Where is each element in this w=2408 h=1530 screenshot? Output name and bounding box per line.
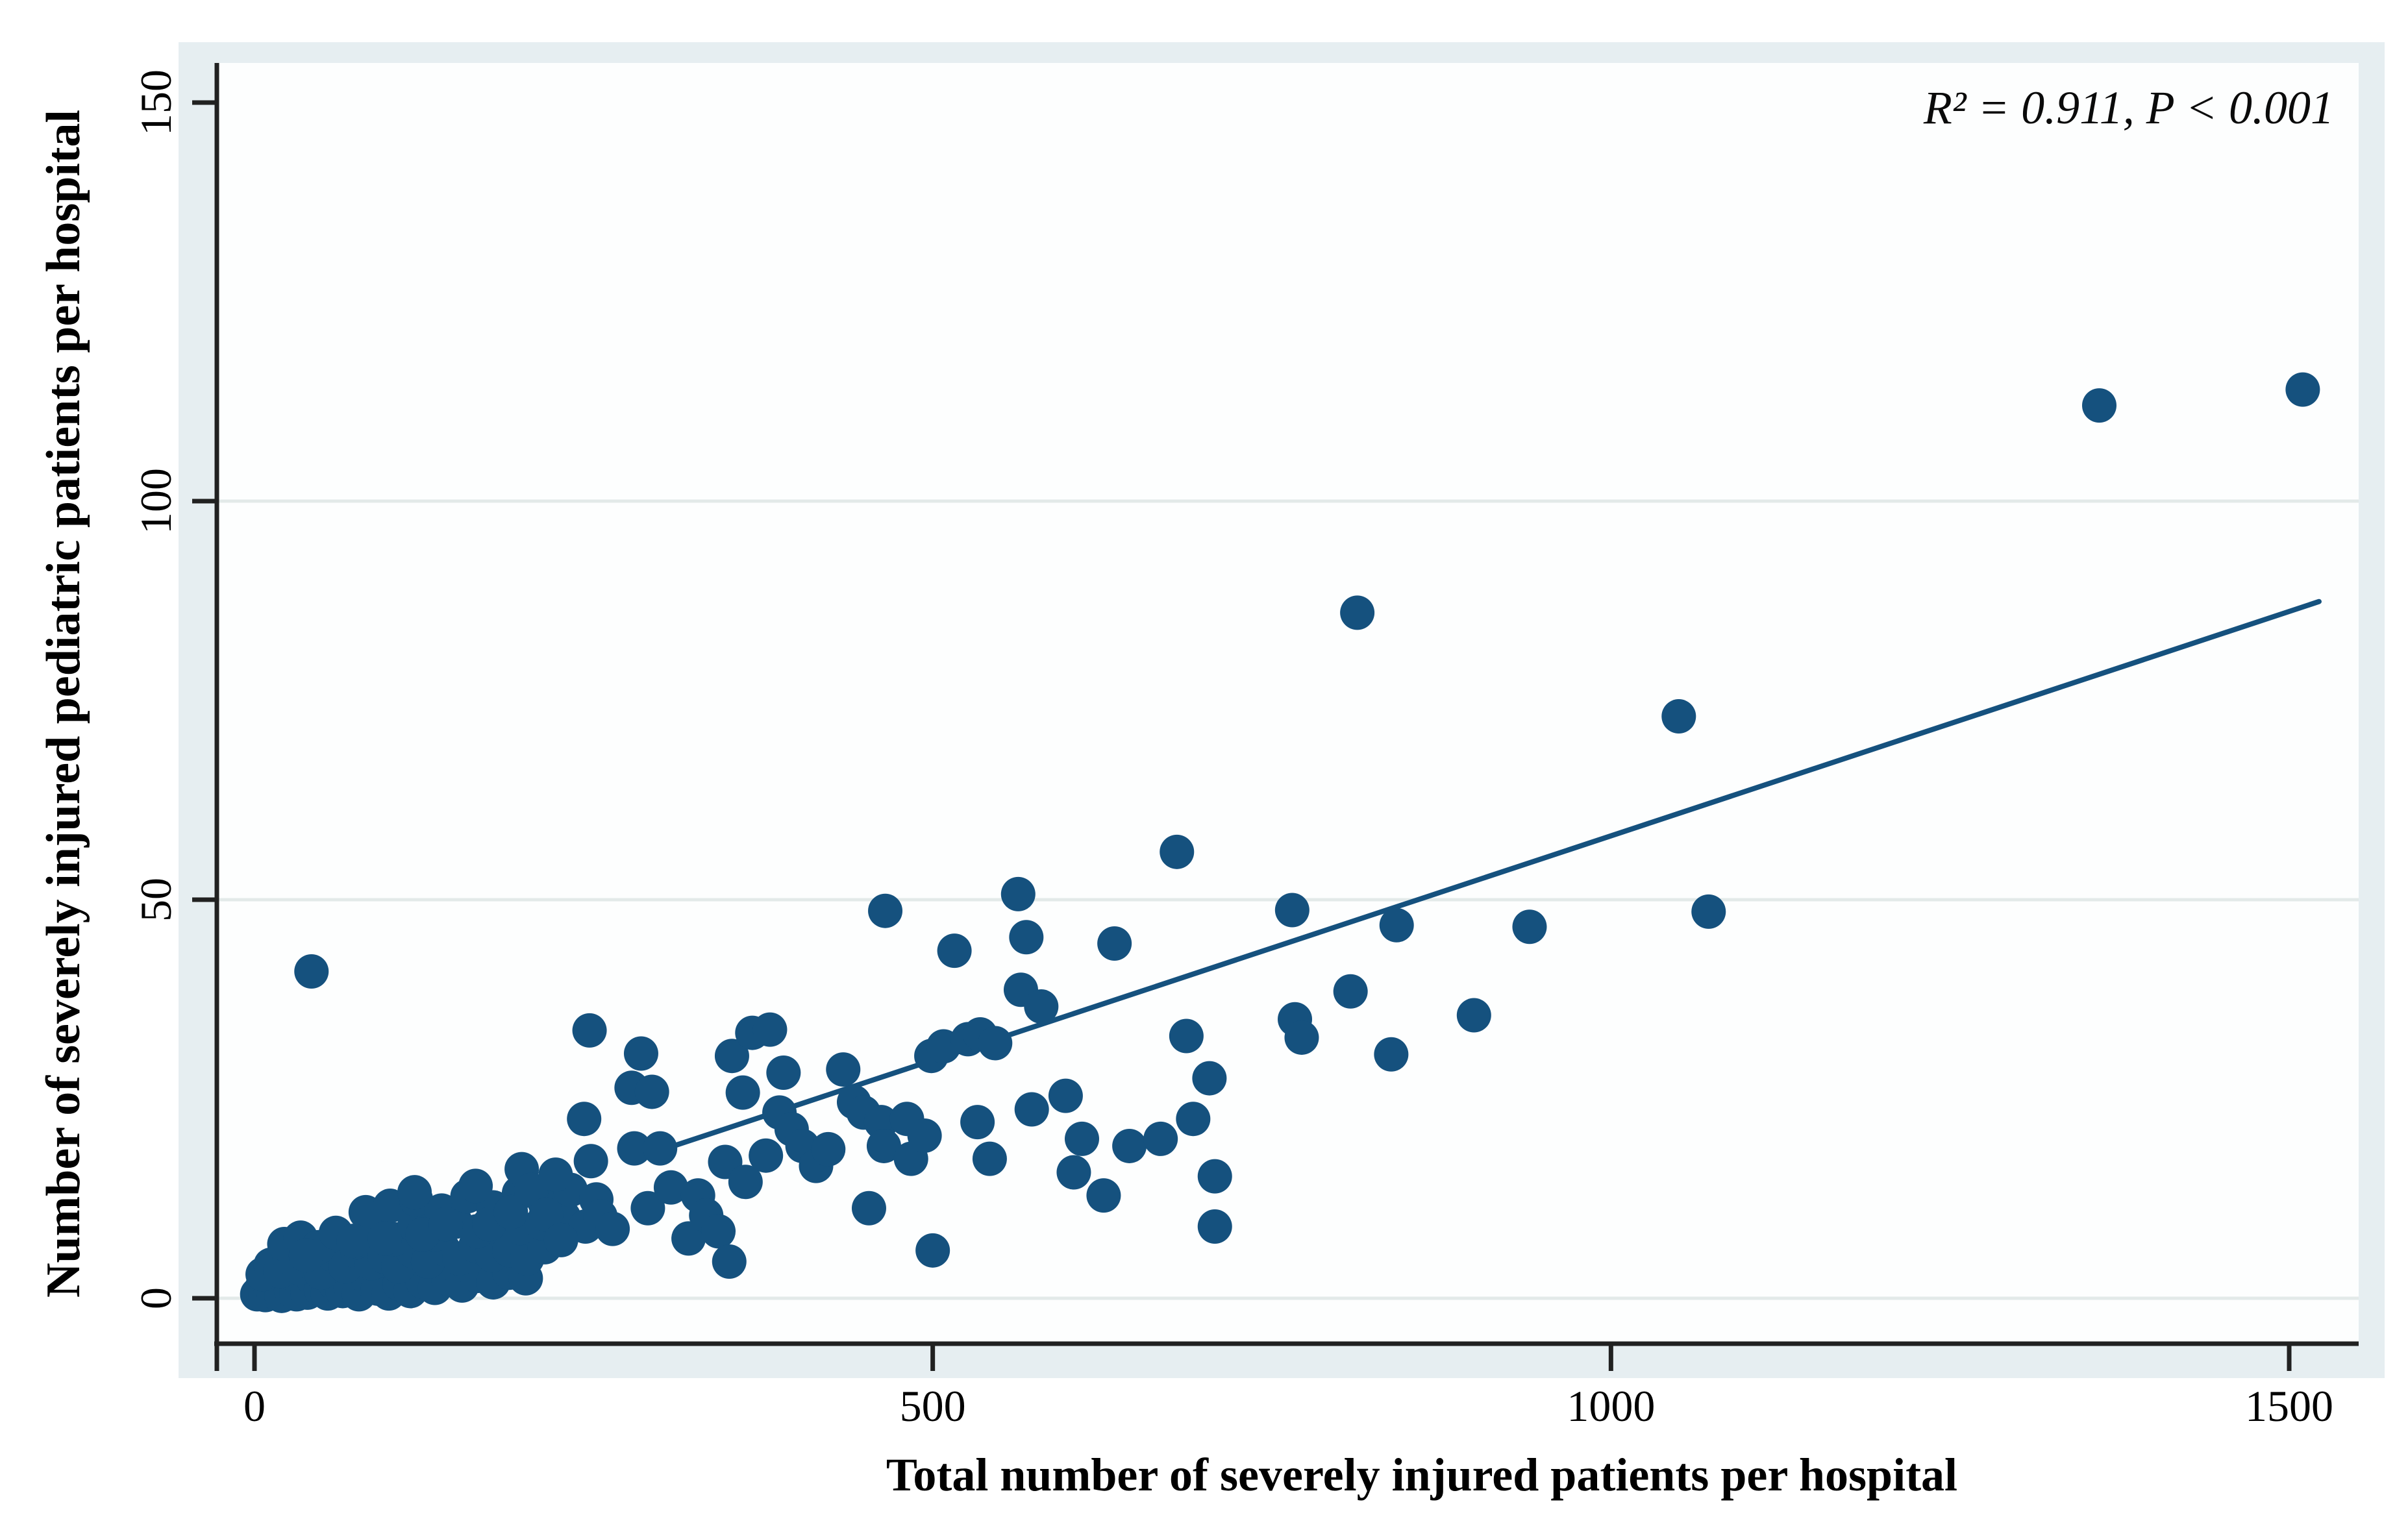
data-point	[2081, 388, 2116, 423]
data-point	[1000, 876, 1036, 911]
data-point	[1056, 1155, 1091, 1190]
data-point	[712, 1244, 747, 1279]
data-point	[915, 1233, 950, 1268]
data-point	[617, 1131, 652, 1166]
data-point	[573, 1144, 608, 1179]
data-point	[493, 1194, 528, 1229]
data-point	[572, 1013, 607, 1048]
data-point	[1176, 1102, 1211, 1137]
data-point	[1048, 1078, 1083, 1113]
data-point	[630, 1191, 665, 1226]
data-point	[1009, 920, 1044, 955]
data-point	[2285, 372, 2320, 407]
data-point	[1014, 1092, 1049, 1127]
data-point	[595, 1211, 630, 1246]
data-point	[752, 1012, 788, 1047]
data-point	[749, 1138, 784, 1173]
data-point	[428, 1207, 464, 1242]
data-point	[725, 1075, 760, 1110]
data-point	[1379, 907, 1414, 943]
data-point	[1197, 1159, 1232, 1194]
data-point	[960, 1105, 995, 1140]
data-point	[907, 1118, 942, 1153]
data-point	[1086, 1178, 1121, 1213]
data-point	[1456, 998, 1491, 1033]
data-point	[701, 1214, 736, 1249]
data-point	[634, 1074, 669, 1109]
data-point	[1274, 893, 1310, 928]
data-point	[543, 1222, 578, 1257]
data-point	[1374, 1037, 1409, 1072]
data-point	[1112, 1128, 1147, 1163]
data-point	[336, 1224, 371, 1259]
data-point	[1661, 699, 1696, 734]
data-point	[458, 1168, 493, 1203]
data-point	[714, 1039, 749, 1074]
data-point	[972, 1141, 1007, 1176]
data-point	[826, 1052, 861, 1087]
data-point	[528, 1197, 564, 1232]
data-point	[653, 1170, 688, 1205]
data-point	[288, 1238, 323, 1273]
data-point	[937, 933, 972, 969]
data-point	[567, 1102, 602, 1137]
data-point	[1192, 1061, 1227, 1096]
data-point	[643, 1131, 678, 1166]
data-point	[728, 1165, 763, 1200]
data-point	[294, 954, 329, 989]
data-point	[1197, 1209, 1232, 1244]
data-point	[1512, 909, 1547, 944]
data-point	[1691, 894, 1726, 929]
data-point	[1340, 595, 1375, 630]
data-point	[851, 1191, 886, 1226]
data-point	[1169, 1018, 1204, 1054]
data-point	[868, 893, 903, 928]
data-point	[623, 1036, 658, 1071]
data-point	[1097, 926, 1132, 961]
data-point	[1284, 1020, 1319, 1055]
data-point	[978, 1026, 1013, 1061]
data-point	[1160, 834, 1195, 869]
data-point	[397, 1175, 432, 1210]
data-point	[766, 1055, 801, 1090]
data-point	[1143, 1121, 1178, 1156]
data-point	[811, 1131, 846, 1166]
data-point	[367, 1221, 403, 1256]
data-point	[1064, 1121, 1099, 1156]
data-point	[866, 1128, 901, 1163]
plot-area	[217, 63, 2359, 1344]
data-point	[1024, 989, 1059, 1024]
data-point	[1333, 974, 1368, 1009]
data-point	[538, 1157, 573, 1192]
